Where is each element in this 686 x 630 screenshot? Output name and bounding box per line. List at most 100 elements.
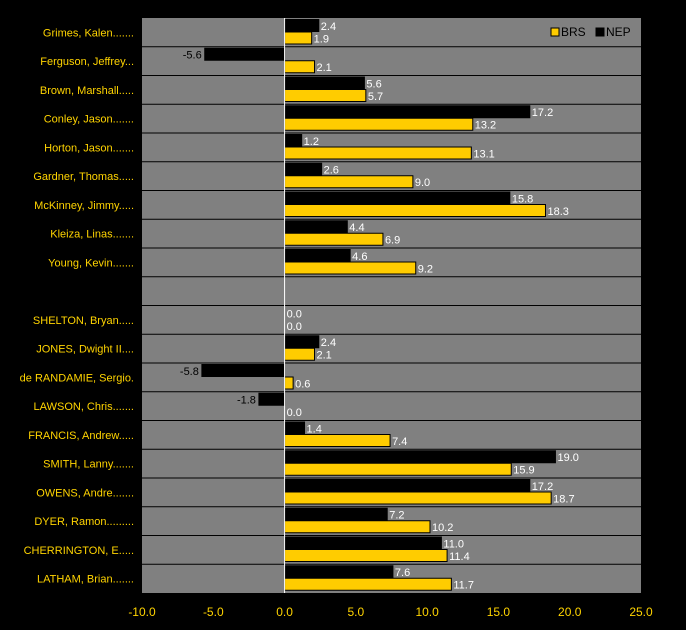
bar-brs xyxy=(284,520,431,534)
x-axis-ticks: -10.0 -5.0 0.0 5.0 10.0 15.0 20.0 25.0 xyxy=(128,605,653,619)
value-label-nep: 4.4 xyxy=(349,222,364,234)
value-label-nep: 1.2 xyxy=(304,136,319,148)
value-label-brs: 6.9 xyxy=(385,235,400,247)
value-label-brs: 0.0 xyxy=(287,321,302,333)
value-label-nep: 11.0 xyxy=(443,538,464,550)
bar-brs xyxy=(284,376,294,390)
bar-nep xyxy=(284,536,442,550)
value-label-nep: 15.8 xyxy=(512,193,533,205)
category-label: SHELTON, Bryan..... xyxy=(33,315,134,327)
category-label: CHERRINGTON, E..... xyxy=(24,545,134,557)
category-label: SMITH, Lanny....... xyxy=(43,459,134,471)
x-tick-label: 5.0 xyxy=(348,605,365,619)
value-label-nep: 17.2 xyxy=(532,107,553,119)
value-label-brs: 18.7 xyxy=(553,493,574,505)
bar-nep xyxy=(284,479,531,492)
bar-brs xyxy=(284,204,546,217)
bar-nep xyxy=(284,162,323,176)
bar-nep xyxy=(284,191,511,205)
bar-nep xyxy=(204,47,286,61)
bars xyxy=(201,19,556,591)
value-label-nep: 7.2 xyxy=(389,510,404,522)
category-label: Gardner, Thomas..... xyxy=(33,171,134,183)
category-label: DYER, Ramon......... xyxy=(34,516,134,528)
bar-brs xyxy=(284,31,313,45)
category-label: Conley, Jason....... xyxy=(44,114,134,126)
value-label-brs: 13.2 xyxy=(475,120,496,132)
bar-brs xyxy=(284,434,391,447)
bar-nep xyxy=(284,565,394,579)
value-label-nep: -1.8 xyxy=(237,395,256,407)
category-label: Kleiza, Linas....... xyxy=(50,229,134,241)
legend-swatch-brs xyxy=(550,27,560,37)
category-label: LAWSON, Chris....... xyxy=(34,401,134,413)
value-label-brs: 7.4 xyxy=(392,436,407,448)
bar-brs xyxy=(284,117,474,131)
bar-brs xyxy=(284,347,316,361)
bar-nep xyxy=(284,76,365,90)
bar-brs xyxy=(284,175,414,189)
bar-brs xyxy=(284,462,512,476)
bar-nep xyxy=(284,249,351,262)
value-label-brs: 15.9 xyxy=(513,465,534,477)
value-label-brs: 0.6 xyxy=(295,378,310,390)
value-label-brs: 13.1 xyxy=(473,148,494,160)
category-label: Brown, Marshall..... xyxy=(40,85,134,97)
value-label-brs: 18.3 xyxy=(547,206,568,218)
value-label-brs: 10.2 xyxy=(432,522,453,534)
value-label-brs: 0.0 xyxy=(287,407,302,419)
bar-nep xyxy=(284,507,388,521)
bar-nep xyxy=(284,134,303,147)
value-label-nep: 17.2 xyxy=(532,481,553,493)
bar-nep xyxy=(284,335,320,349)
value-label-brs: 1.9 xyxy=(314,33,329,45)
value-label-nep: 19.0 xyxy=(557,452,578,464)
category-label: Young, Kevin....... xyxy=(48,257,134,269)
x-tick-label: 20.0 xyxy=(558,605,582,619)
category-label: Horton, Jason....... xyxy=(44,142,134,154)
x-tick-label: -5.0 xyxy=(203,605,224,619)
category-label: LATHAM, Brian....... xyxy=(37,574,134,586)
bar-brs xyxy=(284,89,367,102)
bar-nep xyxy=(201,364,286,377)
value-label-brs: 2.1 xyxy=(317,350,332,362)
bar-brs xyxy=(284,146,472,160)
category-label: McKinney, Jimmy..... xyxy=(34,200,134,212)
value-label-nep: 0.0 xyxy=(287,308,302,320)
bar-nep xyxy=(284,105,531,119)
bar-brs xyxy=(284,261,417,275)
x-tick-label: -10.0 xyxy=(128,605,156,619)
category-label: JONES, Dwight II.... xyxy=(36,344,134,356)
bar-nep xyxy=(284,450,556,464)
value-label-nep: 2.6 xyxy=(324,165,339,177)
bar-nep xyxy=(284,19,320,32)
value-label-brs: 11.4 xyxy=(449,551,470,563)
value-label-nep: 5.6 xyxy=(366,78,381,90)
legend-swatch-nep xyxy=(595,27,605,37)
category-label: Ferguson, Jeffrey... xyxy=(40,56,134,68)
value-labels: 2.4 -5.6 5.6 17.2 1.2 2.6 15.8 4.4 4.6 0.0 2.4 -5.8… xyxy=(180,21,579,592)
value-label-nep: 7.6 xyxy=(395,567,410,579)
category-label: OWENS, Andre....... xyxy=(36,487,134,499)
category-label: FRANCIS, Andrew..... xyxy=(28,430,134,442)
x-tick-label: 10.0 xyxy=(415,605,439,619)
value-label-brs: 9.2 xyxy=(418,263,433,275)
x-tick-label: 15.0 xyxy=(487,605,511,619)
legend-label-nep: NEP xyxy=(606,25,631,39)
bar-brs xyxy=(284,60,316,74)
legend: BRS NEP xyxy=(550,25,631,39)
bar-nep xyxy=(284,421,306,435)
value-label-nep: 1.4 xyxy=(307,423,322,435)
value-label-nep: 2.4 xyxy=(321,21,336,33)
value-label-brs: 5.7 xyxy=(368,91,383,103)
x-tick-label: 25.0 xyxy=(629,605,653,619)
category-labels: Grimes, Kalen....... Ferguson, Jeffrey...… xyxy=(20,27,134,585)
value-label-brs: 9.0 xyxy=(415,177,430,189)
bar-brs xyxy=(284,232,384,246)
value-label-nep: -5.6 xyxy=(183,50,202,62)
value-label-nep: -5.8 xyxy=(180,366,199,378)
category-label: Grimes, Kalen....... xyxy=(43,27,134,39)
bar-brs xyxy=(284,491,552,505)
bar-brs xyxy=(284,549,448,562)
